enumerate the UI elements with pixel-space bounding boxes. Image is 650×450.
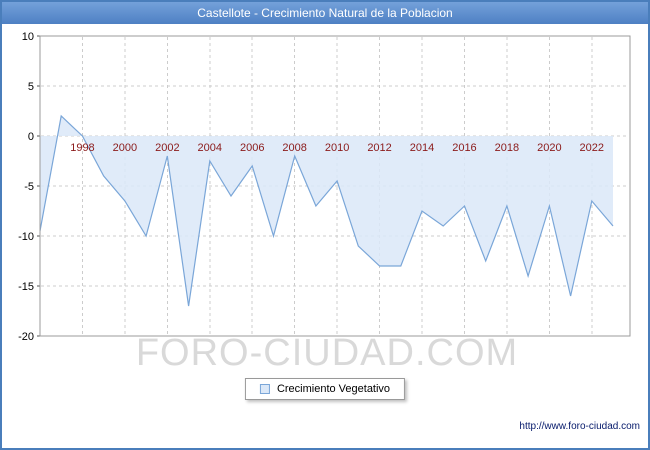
x-tick-label: 2000 (113, 142, 137, 154)
y-tick-label: -15 (18, 281, 34, 293)
x-tick-label: 2002 (155, 142, 179, 154)
x-tick-label: 2004 (198, 142, 222, 154)
x-tick-label: 2006 (240, 142, 264, 154)
y-tick-label: 10 (22, 31, 34, 43)
chart-region: 10 5 0 -5 -10 -15 -20 1998 2000 2002 2004 2006 2008 2… (2, 24, 650, 374)
data-line (39, 114, 614, 307)
x-tick-label: 1998 (70, 142, 94, 154)
y-tick-label: -20 (18, 331, 34, 343)
x-tick-label: 2014 (410, 142, 434, 154)
legend-swatch-icon (259, 384, 270, 394)
x-tick-label: 2018 (495, 142, 519, 154)
x-tick-label: 2008 (282, 142, 306, 154)
legend-label: Crecimiento Vegetativo (276, 383, 391, 395)
x-tick-label: 2022 (580, 142, 604, 154)
chart-title: Castellote - Crecimiento Natural de la P… (197, 6, 453, 20)
y-tick-label: -5 (24, 181, 34, 193)
x-tick-label: 2010 (325, 142, 349, 154)
window-titlebar: Castellote - Crecimiento Natural de la P… (2, 2, 648, 24)
y-tick-label: 5 (28, 81, 34, 93)
x-tick-label: 2020 (537, 142, 561, 154)
y-tick-label: -10 (18, 231, 34, 243)
legend: Crecimiento Vegetativo (244, 378, 406, 400)
footer-link[interactable]: http://www.foro-ciudad.com (519, 421, 640, 432)
chart-plot: 10 5 0 -5 -10 -15 -20 1998 2000 2002 2004 2006 2008 2… (18, 31, 631, 343)
y-tick-label: 0 (28, 131, 34, 143)
area-fill (40, 116, 613, 306)
x-tick-label: 2016 (452, 142, 476, 154)
x-tick-label: 2012 (367, 142, 391, 154)
plot-border (39, 35, 631, 337)
